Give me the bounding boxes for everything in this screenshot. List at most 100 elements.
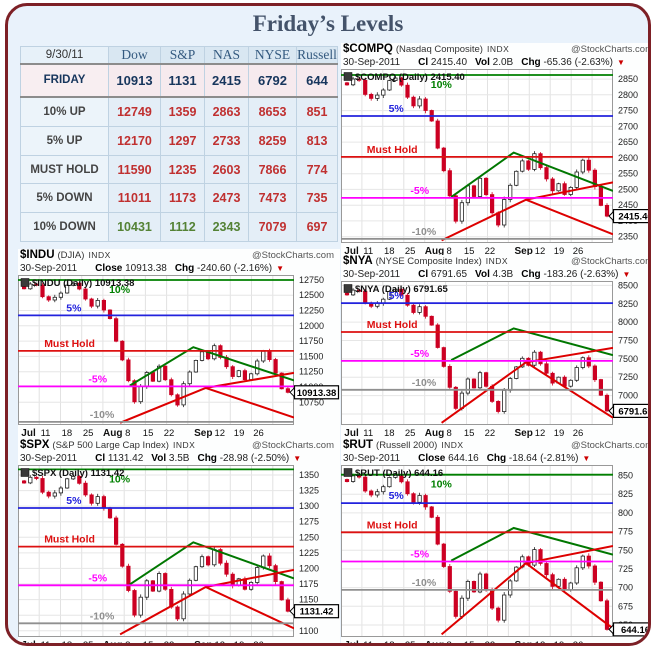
chart-symbol: $NYA	[343, 255, 373, 267]
y-tick-label: 700	[618, 583, 633, 593]
level-label: Must Hold	[367, 319, 418, 331]
y-tick-label: 2500	[618, 184, 638, 194]
level-label: -10%	[90, 409, 115, 421]
chart-quote-values: Cl 2415.40 Vol 2.0B Chg -65.36 (-2.63%)	[418, 57, 613, 68]
x-tick-label: Sep	[194, 640, 212, 646]
chart-index-name: (S&P 500 Large Cap Index)	[52, 440, 169, 451]
chart-panel-nya: $NYA (NYSE Composite Index) INDX @StockC…	[341, 255, 648, 439]
chart-index-name: (Russell 2000)	[376, 440, 438, 451]
dropdown-arrow-icon[interactable]: ▼	[616, 58, 625, 67]
x-tick-label: 18	[62, 640, 73, 646]
y-tick-label: 8250	[618, 299, 638, 309]
chart-symbol: $INDU	[20, 249, 55, 261]
chart-svg-indu: 1275012500122501200011750115001125011000…	[18, 275, 340, 439]
chart-panel-indu: $INDU (DJIA) INDX @StockCharts.com 30-Se…	[18, 249, 340, 439]
table-row-must-hold: MUST HOLD 11590 1235 2603 7866 774	[20, 154, 338, 185]
chart-canvas-nya: 850082508000775075007250700067505%Must H…	[341, 281, 648, 439]
level-value: 12170	[108, 125, 161, 156]
x-tick-label: 18	[384, 428, 395, 439]
x-tick-label: 19	[234, 428, 245, 439]
x-tick-label: 8	[125, 428, 130, 439]
level-label: Must Hold	[44, 534, 95, 546]
sharpchart-icon	[343, 468, 353, 477]
dropdown-arrow-icon[interactable]: ▼	[622, 270, 631, 279]
level-value: 7866	[248, 154, 297, 185]
current-price-box	[612, 403, 648, 419]
y-tick-label: 7500	[618, 354, 638, 364]
x-tick-label: 25	[83, 428, 94, 439]
level-value: 1131	[160, 63, 205, 98]
chart-quote-line: 30-Sep-2011 Cl 2415.40 Vol 2.0B Chg -65.36…	[341, 56, 648, 69]
x-tick-label: Jul	[21, 428, 36, 439]
table-row-10-up: 10% UP 12749 1359 2863 8653 851	[20, 96, 338, 127]
y-tick-label: 2650	[618, 137, 638, 147]
level-value: 12749	[108, 96, 161, 127]
y-tick-label: 7250	[618, 372, 638, 382]
level-label: 10%	[431, 79, 453, 91]
y-tick-label: 1275	[299, 517, 319, 527]
table-col-header-1: S&P	[160, 46, 205, 65]
plot-title: $SPX (Daily) 1131.42	[32, 468, 124, 479]
level-label: Must Hold	[367, 144, 418, 156]
x-tick-label: 25	[405, 246, 416, 257]
y-tick-label: 7000	[618, 391, 638, 401]
y-tick-label: 12750	[299, 275, 324, 285]
current-price-label: 1131.42	[300, 607, 334, 618]
y-tick-label: 7750	[618, 336, 638, 346]
chart-svg-rut: 85082580077575072570067565010%5%Must Hol…	[341, 465, 648, 646]
chart-header: $SPX (S&P 500 Large Cap Index) INDX @Sto…	[18, 439, 340, 452]
y-tick-label: 2750	[618, 106, 638, 116]
x-tick-label: 11	[41, 428, 51, 439]
y-tick-label: 11750	[299, 336, 323, 346]
x-tick-label: 15	[464, 428, 475, 439]
x-tick-label: Sep	[194, 428, 212, 439]
x-tick-label: 12	[215, 428, 226, 439]
y-tick-label: 2700	[618, 121, 638, 131]
table-col-header-0: Dow	[108, 46, 161, 65]
plot-title: $INDU (Daily) 10913.38	[32, 278, 134, 289]
chart-panel-compq: $COMPQ (Nasdaq Composite) INDX @StockCha…	[341, 43, 648, 257]
table-col-header-2: NAS	[204, 46, 249, 65]
candlesticks	[344, 287, 610, 414]
level-value: 2473	[204, 183, 249, 214]
y-tick-label: 1150	[299, 595, 318, 605]
trendline-green	[450, 151, 613, 198]
table-header-row: 9/30/11 Dow S&P NAS NYSE Russell	[20, 46, 338, 65]
chart-panel-rut: $RUT (Russell 2000) INDX @StockCharts.co…	[341, 439, 648, 646]
level-label: -5%	[410, 185, 429, 197]
level-value: 644	[296, 63, 338, 98]
chart-canvas-compq: 2850280027502700265026002550250024502400…	[341, 69, 648, 257]
y-tick-label: 2850	[618, 74, 638, 84]
sharpchart-icon	[343, 284, 353, 293]
level-value: 1297	[160, 125, 205, 156]
page-frame: Friday’s Levels 9/30/11 Dow S&P NAS NYSE Rus…	[5, 3, 651, 646]
row-label: FRIDAY	[20, 63, 109, 98]
chart-symbol: $COMPQ	[343, 43, 393, 55]
level-label: Must Hold	[367, 519, 418, 531]
plot-title: $RUT (Daily) 644.16	[355, 468, 443, 479]
y-tick-label: 8000	[618, 317, 638, 327]
level-value: 11590	[108, 154, 161, 185]
current-price-box	[612, 622, 648, 637]
chart-canvas-rut: 85082580077575072570067565010%5%Must Hol…	[341, 465, 648, 646]
level-label: 5%	[389, 490, 405, 502]
trendline-green	[129, 541, 294, 586]
level-value: 2733	[204, 125, 249, 156]
x-tick-label: 25	[83, 640, 94, 646]
x-tick-label: 15	[464, 640, 475, 646]
chart-date: 30-Sep-2011	[343, 57, 401, 68]
x-tick-label: Jul	[344, 428, 359, 439]
level-label: -5%	[88, 572, 107, 584]
row-label: 10% DOWN	[20, 212, 109, 242]
chart-exchange: INDX	[485, 256, 509, 266]
level-label: 5%	[389, 103, 405, 115]
y-tick-label: 1325	[299, 486, 319, 496]
dropdown-arrow-icon[interactable]: ▼	[276, 264, 285, 273]
dropdown-arrow-icon[interactable]: ▼	[293, 454, 302, 463]
dropdown-arrow-icon[interactable]: ▼	[582, 454, 591, 463]
chart-symbol: $SPX	[20, 439, 50, 451]
y-tick-label: 825	[618, 489, 633, 499]
chart-svg-nya: 850082508000775075007250700067505%Must H…	[341, 281, 648, 439]
level-value: 2343	[204, 212, 249, 242]
